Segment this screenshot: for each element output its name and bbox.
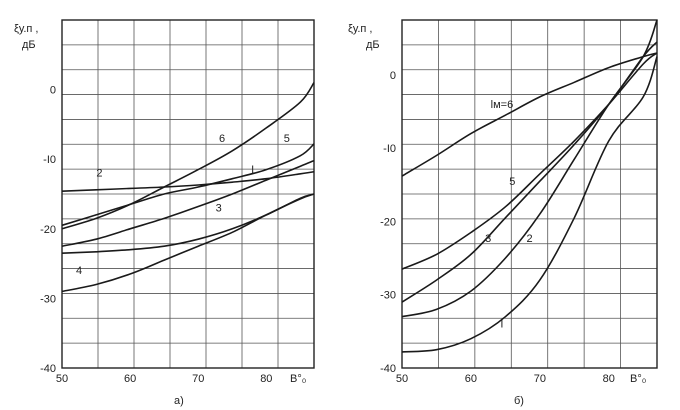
series-line-b-5 [401,56,658,353]
x-tick-label: 50 [396,373,408,385]
y-tick-label: -20 [40,224,56,236]
chart-panel-b: 50 60 70 80 0 -I0 -20 -30 -40 lм=6 5 3 2 I ξу.п , дБ… [348,19,658,407]
series-line-b-4 [401,19,658,318]
y-axis-label-a: ξу.п , [14,23,38,35]
series-line-a-3 [61,193,315,254]
curve-label: 4 [76,265,82,277]
chart-panel-a: 50 60 70 80 0 -I0 -20 -30 -40 I 2 3 4 5 6 ξу.п , дБ B… [14,19,315,407]
panel-label-b: б) [514,395,524,407]
series-line-a-4 [61,193,315,293]
series-line-b-1 [401,52,658,177]
y-tick-label: -40 [380,363,396,375]
y-tick-label: -30 [40,293,56,305]
x-tick-label: 50 [56,373,68,385]
curve-label: 3 [485,233,491,245]
curve-label: 3 [216,202,222,214]
ticks-a: 50 60 70 80 0 -I0 -20 -30 -40 [40,85,272,385]
y-tick-label: -20 [380,216,396,228]
x-axis-label-a: B°₀ [290,373,306,385]
x-tick-label: 60 [465,373,477,385]
series-line-a-5 [61,143,315,227]
curve-label: 6 [219,133,225,145]
x-tick-label: 70 [192,373,204,385]
series-line-b-3 [401,41,658,303]
y-axis-unit-b: дБ [366,39,380,51]
x-tick-label: 80 [603,373,615,385]
ticks-b: 50 60 70 80 0 -I0 -20 -30 -40 [380,70,615,385]
x-tick-label: 70 [534,373,546,385]
plot-frame-b [401,19,658,369]
series-line-a-1 [61,159,315,247]
grid-a [62,20,314,368]
curve-label: I [251,164,254,176]
series-line-a-2 [61,170,315,192]
y-tick-label: -I0 [383,143,396,155]
curve-labels-b: lм=6 5 3 2 I [485,99,532,331]
y-axis-unit-a: дБ [22,39,36,51]
series-group-a [61,82,315,293]
x-axis-label-b: B°₀ [630,373,646,385]
y-tick-label: 0 [390,70,396,82]
y-tick-label: -40 [40,363,56,375]
curve-label: 2 [96,168,102,180]
curve-labels-a: I 2 3 4 5 6 [76,133,290,277]
curve-label: I [500,319,503,331]
y-tick-label: -I0 [43,154,56,166]
series-line-b-2 [401,52,658,270]
grid-b [402,20,657,368]
curve-label: 2 [526,233,532,245]
x-tick-label: 60 [124,373,136,385]
y-tick-label: -30 [380,290,396,302]
x-tick-label: 80 [260,373,272,385]
y-axis-label-b: ξу.п , [348,23,372,35]
series-group-b [401,19,658,353]
panel-label-a: а) [174,395,184,407]
series-line-a-6 [61,82,315,230]
curve-label: 5 [284,133,290,145]
curve-label: 5 [509,176,515,188]
curve-label: lм=6 [491,99,514,111]
y-tick-label: 0 [50,85,56,97]
